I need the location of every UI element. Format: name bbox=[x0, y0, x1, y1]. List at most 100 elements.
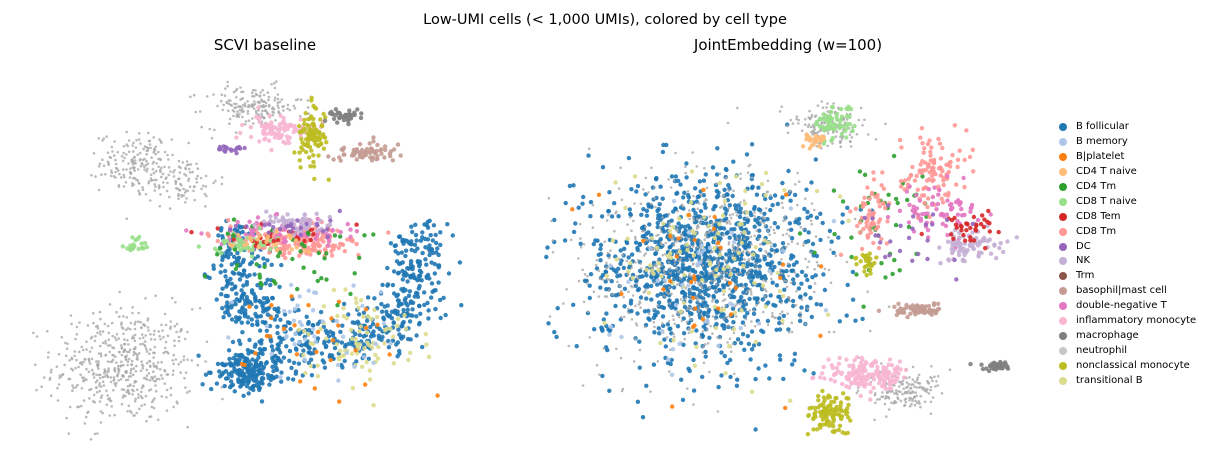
scatter-point bbox=[771, 312, 774, 315]
scatter-point bbox=[244, 120, 248, 123]
scatter-point bbox=[296, 361, 302, 366]
scatter-point bbox=[688, 315, 691, 318]
scatter-point bbox=[251, 88, 255, 92]
scatter-point bbox=[311, 159, 316, 165]
scatter-point bbox=[272, 131, 278, 136]
scatter-point bbox=[281, 240, 286, 245]
scatter-point bbox=[729, 350, 733, 354]
scatter-point bbox=[320, 123, 325, 129]
scatter-point bbox=[212, 93, 215, 96]
scatter-point bbox=[252, 122, 255, 125]
scatter-point bbox=[124, 181, 128, 184]
scatter-point bbox=[121, 159, 125, 163]
scatter-point bbox=[750, 320, 753, 323]
scatter-point bbox=[255, 112, 258, 115]
scatter-point bbox=[150, 400, 154, 404]
scatter-point bbox=[133, 166, 136, 169]
scatter-point bbox=[312, 176, 317, 182]
scatter-point bbox=[739, 240, 744, 246]
scatter-point bbox=[769, 225, 772, 229]
scatter-point bbox=[880, 362, 883, 365]
scatter-point bbox=[228, 251, 233, 256]
scatter-point bbox=[227, 227, 233, 232]
scatter-point bbox=[324, 251, 329, 256]
scatter-point bbox=[375, 156, 380, 161]
scatter-point bbox=[660, 314, 666, 319]
scatter-point bbox=[226, 348, 232, 353]
scatter-point bbox=[159, 193, 162, 196]
scatter-point bbox=[713, 325, 719, 331]
scatter-point bbox=[731, 254, 734, 257]
scatter-point bbox=[307, 135, 312, 140]
scatter-point bbox=[876, 398, 879, 401]
scatter-point bbox=[322, 135, 328, 140]
scatter-point bbox=[251, 222, 257, 228]
scatter-point bbox=[369, 316, 374, 322]
scatter-point bbox=[748, 357, 753, 362]
scatter-point bbox=[127, 350, 131, 354]
scatter-point bbox=[244, 384, 250, 389]
scatter-point bbox=[346, 312, 351, 317]
scatter-point bbox=[628, 216, 632, 219]
scatter-point bbox=[805, 277, 810, 283]
scatter-point bbox=[727, 241, 731, 244]
scatter-point bbox=[137, 320, 140, 324]
scatter-point bbox=[95, 391, 99, 394]
scatter-point bbox=[408, 299, 414, 304]
scatter-point bbox=[112, 378, 116, 382]
scatter-point bbox=[315, 278, 320, 284]
scatter-point bbox=[656, 304, 659, 308]
scatter-point bbox=[330, 243, 336, 248]
scatter-point bbox=[307, 144, 313, 150]
scatter-point bbox=[271, 238, 276, 244]
scatter-point bbox=[169, 393, 173, 397]
scatter-point bbox=[149, 199, 152, 202]
scatter-point bbox=[746, 230, 751, 235]
scatter-point bbox=[205, 194, 208, 198]
scatter-point bbox=[371, 135, 376, 140]
scatter-point bbox=[691, 292, 697, 297]
scatter-point bbox=[217, 144, 223, 150]
scatter-point bbox=[131, 311, 134, 315]
scatter-point bbox=[134, 146, 138, 149]
scatter-point bbox=[186, 189, 189, 193]
scatter-point bbox=[652, 247, 656, 250]
scatter-point bbox=[820, 100, 824, 103]
scatter-point bbox=[726, 121, 730, 125]
scatter-point bbox=[385, 265, 390, 271]
scatter-point bbox=[686, 267, 691, 273]
scatter-point bbox=[169, 170, 172, 173]
scatter-point bbox=[794, 303, 798, 307]
scatter-point bbox=[116, 169, 120, 172]
scatter-point bbox=[714, 321, 719, 327]
scatter-point bbox=[299, 218, 304, 223]
scatter-point bbox=[96, 324, 99, 328]
scatter-point bbox=[117, 368, 121, 371]
scatter-point bbox=[626, 255, 631, 260]
scatter-point bbox=[777, 353, 783, 358]
scatter-point bbox=[185, 160, 189, 163]
scatter-point bbox=[226, 371, 231, 377]
scatter-point bbox=[362, 346, 367, 351]
scatter-point bbox=[696, 250, 701, 255]
scatter-point bbox=[351, 153, 357, 158]
scatter-point bbox=[120, 388, 124, 391]
scatter-point bbox=[326, 223, 331, 228]
scatter-point bbox=[297, 130, 303, 135]
scatter-point bbox=[395, 316, 401, 322]
scatter-point bbox=[700, 284, 703, 287]
scatter-point bbox=[684, 242, 690, 247]
scatter-point bbox=[152, 356, 155, 359]
scatter-point bbox=[132, 414, 135, 417]
scatter-point bbox=[666, 357, 671, 362]
scatter-point bbox=[158, 138, 161, 141]
scatter-point bbox=[129, 409, 132, 413]
scatter-point bbox=[178, 188, 181, 192]
scatter-point bbox=[929, 400, 933, 404]
scatter-point bbox=[929, 412, 933, 416]
scatter-point bbox=[229, 383, 234, 388]
scatter-point bbox=[712, 235, 717, 241]
scatter-point bbox=[145, 361, 149, 365]
scatter-point bbox=[691, 357, 696, 363]
scatter-point bbox=[635, 311, 640, 316]
